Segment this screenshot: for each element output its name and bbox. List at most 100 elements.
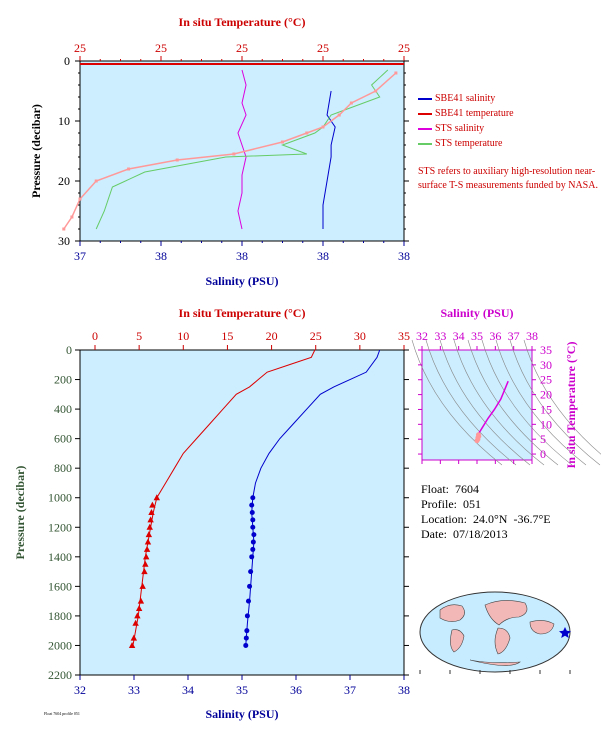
map-landmass <box>450 629 465 653</box>
temperature-marker <box>132 619 139 626</box>
temperature-marker <box>142 560 149 567</box>
legend-swatch <box>418 98 432 100</box>
salinity-marker <box>244 628 250 634</box>
density-contour <box>467 339 559 466</box>
density-contour <box>425 339 517 466</box>
temperature-marker <box>143 545 151 552</box>
density-contour <box>523 339 601 455</box>
ts-y-tick-label: 20 <box>540 388 552 402</box>
y-tick-label: 0 <box>66 343 72 357</box>
float-id: Float: 7604 <box>421 482 480 496</box>
top-tick-label: 25 <box>236 41 248 55</box>
bottom-tick-label: 38 <box>398 683 410 697</box>
top-axis-title: In situ Temperature (°C) <box>179 15 306 29</box>
top-tick-label: 15 <box>221 329 233 343</box>
series-line-sts-salinity <box>237 69 247 230</box>
y-tick-label: 20 <box>58 174 70 188</box>
top-tick-label: 5 <box>136 329 142 343</box>
float-info: Float: 7604 Profile: 051 Location: 24.0°… <box>421 482 551 542</box>
location: Location: 24.0°N -36.7°E <box>421 512 551 526</box>
bottom-tick-label: 38 <box>155 249 167 263</box>
ts-x-tick-label: 32 <box>416 329 428 343</box>
density-contour <box>439 339 531 466</box>
salinity-marker <box>250 495 256 501</box>
temperature-marker <box>147 516 154 523</box>
salinity-marker <box>249 510 255 515</box>
salinity-marker <box>249 502 255 508</box>
salinity-marker <box>243 642 249 648</box>
density-contour <box>453 339 545 466</box>
footer-text: Float 7604 profile 051 <box>44 711 80 716</box>
top-tick-label: 25 <box>398 41 410 55</box>
legend-swatch <box>418 128 432 130</box>
legend-label: STS salinity <box>435 123 485 134</box>
density-contours <box>411 339 601 466</box>
y-tick-label: 200 <box>54 373 72 387</box>
y-tick-label: 800 <box>54 461 72 475</box>
bottom-axis-title: Salinity (PSU) <box>205 707 278 721</box>
y-tick-label: 1200 <box>48 520 72 534</box>
temperature-marker <box>134 612 141 619</box>
temperature-marker <box>145 531 153 538</box>
top-tick-label: 35 <box>398 329 410 343</box>
bottom-tick-label: 37 <box>74 249 86 263</box>
ts-y-tick-label: 35 <box>540 343 552 357</box>
ts-x-tick-label: 34 <box>453 329 465 343</box>
ts-y-tick-label: 10 <box>540 417 552 431</box>
bottom-tick-label: 34 <box>182 683 194 697</box>
y-tick-label: 2000 <box>48 638 72 652</box>
temperature-marker <box>130 634 138 641</box>
ts-x-tick-label: 35 <box>471 329 483 343</box>
ts-y-tick-label: 0 <box>540 447 546 461</box>
bottom-tick-label: 37 <box>344 683 356 697</box>
temperature-marker <box>137 597 145 604</box>
y-tick-label: 1600 <box>48 579 72 593</box>
y-tick-label: 2200 <box>48 668 72 682</box>
ts-x-tick-label: 36 <box>489 329 501 343</box>
map-landmass <box>494 627 511 655</box>
y-tick-label: 400 <box>54 402 72 416</box>
density-contour <box>495 339 587 466</box>
ts-y-tick-label: 25 <box>540 373 552 387</box>
top-tick-label: 25 <box>74 41 86 55</box>
temperature-marker <box>149 501 156 508</box>
series-line-sbe41-salinity <box>322 90 336 229</box>
ts-x-tick-label: 38 <box>526 329 538 343</box>
top-tick-label: 0 <box>92 329 98 343</box>
density-contour <box>411 339 503 466</box>
salinity-marker <box>250 539 256 545</box>
plot-area-near-surface <box>79 60 405 242</box>
legend-swatch <box>418 113 432 115</box>
salinity-marker <box>248 569 254 575</box>
top-axis-title: In situ Temperature (°C) <box>179 306 306 320</box>
y-tick-label: 30 <box>58 234 70 248</box>
temperature-marker <box>143 553 150 560</box>
density-contour <box>509 339 601 466</box>
ts-y-tick-label: 30 <box>540 358 552 372</box>
float-location-star-icon <box>559 627 571 638</box>
series-line-sts-temperature <box>95 69 389 230</box>
y-tick-label: 1400 <box>48 550 72 564</box>
bottom-tick-label: 33 <box>128 683 140 697</box>
temperature-marker <box>139 582 146 589</box>
temperature-marker <box>153 494 160 501</box>
y-tick-label: 0 <box>64 54 70 68</box>
y-tick-label: 600 <box>54 432 72 446</box>
legend-swatch <box>418 143 432 145</box>
top-tick-label: 25 <box>155 41 167 55</box>
temperature-marker <box>141 568 148 575</box>
salinity-marker <box>244 613 250 619</box>
salinity-marker <box>249 554 255 560</box>
bottom-tick-label: 35 <box>236 683 248 697</box>
top-tick-label: 25 <box>317 41 329 55</box>
y-tick-label: 1000 <box>48 491 72 505</box>
top-tick-label: 10 <box>177 329 189 343</box>
map-landmass <box>529 620 555 635</box>
top-tick-label: 20 <box>266 329 278 343</box>
salinity-marker <box>250 546 256 552</box>
top-tick-label: 30 <box>354 329 366 343</box>
bottom-axis-title: Salinity (PSU) <box>205 274 278 288</box>
top-tick-label: 25 <box>310 329 322 343</box>
ts-x-axis-title: Salinity (PSU) <box>440 306 513 320</box>
